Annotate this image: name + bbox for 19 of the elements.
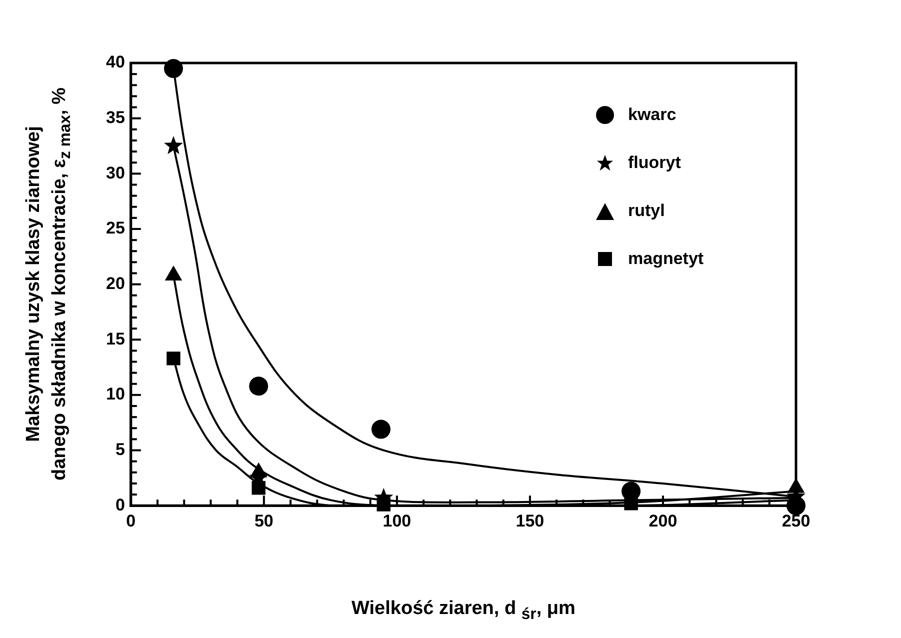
y-tick-label: 30 <box>106 163 125 182</box>
y-tick-label: 35 <box>106 108 125 128</box>
legend-label: fluoryt <box>628 153 681 173</box>
x-tick-label: 200 <box>648 511 678 530</box>
x-tick-label: 150 <box>516 511 544 530</box>
y-tick-label: 25 <box>106 218 125 238</box>
legend-label: magnetyt <box>628 249 704 269</box>
y-tick-label: 15 <box>106 329 125 348</box>
x-tick-label: 50 <box>254 511 274 530</box>
legend-label: rutyl <box>628 201 665 221</box>
y-tick-label: 20 <box>106 274 125 293</box>
x-tick-label: 250 <box>782 511 810 530</box>
y-tick-label: 40 <box>106 52 125 72</box>
y-tick-label: 10 <box>106 384 125 404</box>
y-tick-label: 5 <box>115 440 125 459</box>
x-axis-title: Wielkość ziaren, d $_{śr}$, μm <box>352 598 576 624</box>
y-tick-label: 0 <box>115 495 125 514</box>
x-tick-label: 100 <box>382 511 412 530</box>
legend-label: kwarc <box>628 105 676 125</box>
